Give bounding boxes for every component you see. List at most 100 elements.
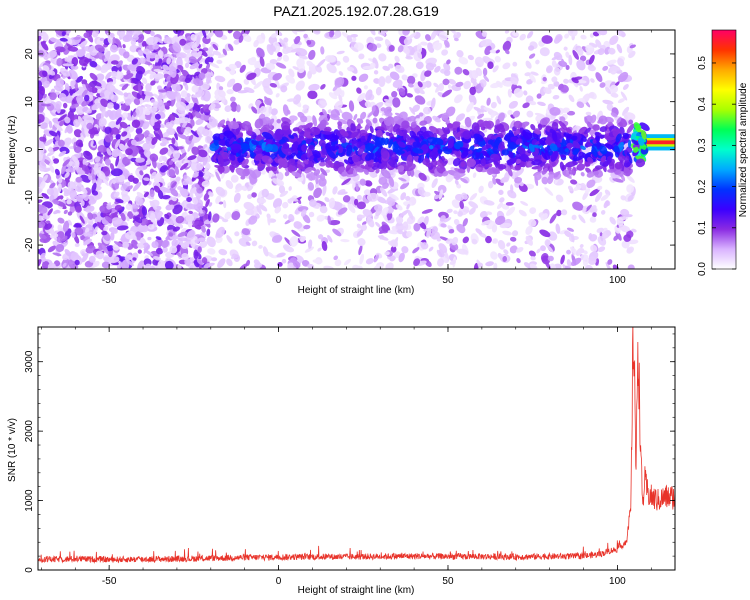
spectrogram-x-tick-label: 0	[276, 275, 282, 286]
spectrogram-blob	[43, 159, 51, 165]
spectrogram-blob	[190, 33, 197, 42]
spectrogram-blob	[114, 182, 119, 190]
spectrogram-blob	[127, 64, 137, 72]
spectrogram-blob	[186, 229, 196, 241]
spectrogram-blob	[141, 77, 148, 85]
spectrogram-blob	[59, 120, 65, 127]
spectrogram-blob	[47, 262, 56, 269]
spectrogram-blob	[166, 127, 176, 135]
spectrogram-blob	[183, 42, 194, 50]
snr-y-tick-label: 1000	[24, 489, 35, 512]
spectrogram-x-tick-label: 100	[609, 275, 626, 286]
spectrogram-blob	[191, 85, 199, 93]
spectrogram-blob	[149, 200, 156, 206]
spectrogram-blob	[76, 106, 85, 115]
spectrogram-blob	[141, 206, 148, 216]
spectrogram-blob	[100, 108, 106, 119]
spectrogram-blob	[52, 252, 62, 257]
spectrogram-blob	[70, 64, 79, 70]
spectrogram-blob	[136, 232, 142, 241]
spectrogram-blob	[169, 204, 175, 210]
spectrogram-blob	[42, 174, 48, 183]
spectrogram-blob	[169, 245, 178, 254]
spectrogram-blob	[125, 185, 133, 191]
spectrogram-blob	[129, 44, 138, 53]
spectrogram-blob	[208, 202, 213, 207]
spectrogram-blob	[147, 52, 158, 59]
spectrogram-blob	[169, 145, 176, 154]
spectrogram-blob	[38, 30, 42, 38]
colorbar-tick-label: 0.5	[697, 56, 708, 70]
spectrogram-blob	[42, 80, 50, 88]
spectrogram-blob	[183, 174, 188, 180]
spectrogram-blob	[158, 89, 167, 93]
spectrogram-blob	[111, 65, 118, 73]
spectrogram-y-tick-label: 0	[24, 146, 35, 152]
spectrogram-blob	[43, 93, 47, 99]
spectrogram-blob	[64, 57, 69, 62]
spectrogram-blob	[97, 145, 108, 153]
spectrogram-blob	[74, 222, 82, 229]
spectrogram-blob	[290, 257, 297, 264]
spectrogram-blob	[126, 30, 133, 37]
spectrogram-blob	[198, 63, 203, 69]
spectrogram-blob	[134, 211, 140, 216]
snr-y-axis-label: SNR (10 * v/v)	[7, 418, 18, 482]
spectrogram-blob	[176, 133, 188, 140]
spectrogram-blob	[134, 216, 143, 224]
spectrogram-blob	[93, 226, 98, 236]
spectrogram-blob	[155, 36, 164, 44]
spectrogram-blob	[153, 130, 162, 141]
spectrogram-blob	[47, 245, 56, 253]
spectrogram-blob	[174, 166, 180, 175]
spectrogram-x-axis-label: Height of straight line (km)	[298, 285, 415, 296]
spectrogram-blob	[179, 38, 187, 46]
spectrogram-blob	[122, 44, 126, 49]
spectrogram-blob	[157, 128, 164, 139]
spectrogram-blob	[56, 57, 63, 67]
spectrogram-blob	[154, 113, 161, 120]
colorbar: 0.00.10.20.30.40.5 Normalized spectral a…	[697, 29, 749, 276]
spectrogram-blob	[55, 78, 65, 88]
spectrogram-blob	[157, 93, 163, 102]
spectrogram-blob	[101, 244, 110, 255]
spectrogram-blob	[592, 124, 600, 131]
spectrogram-blob	[41, 192, 50, 199]
spectrogram-blob	[119, 121, 128, 129]
spectrogram-blob	[94, 180, 102, 190]
spectrogram-blob	[83, 238, 92, 246]
spectrogram-blob	[94, 44, 105, 52]
spectrogram-blob	[85, 83, 93, 93]
spectrogram-blob	[147, 224, 155, 230]
spectrogram-blob	[186, 196, 192, 203]
spectrogram-blob	[110, 168, 123, 177]
spectrogram-blob	[198, 114, 211, 121]
spectrogram-blob	[157, 50, 164, 58]
spectrogram-blob	[55, 46, 66, 53]
spectrogram-blob	[103, 153, 110, 162]
spectrogram-blob	[201, 225, 206, 233]
spectrogram-blob	[171, 112, 179, 119]
spectrogram-blob	[178, 152, 187, 161]
spectrogram-blob	[38, 187, 43, 195]
spectrogram-blob	[98, 117, 107, 127]
spectrogram-blob	[58, 150, 67, 157]
spectrogram-blob	[203, 218, 215, 225]
spectrogram-blob	[149, 189, 155, 198]
spectrogram-blob	[137, 49, 144, 57]
spectrogram-blob	[627, 139, 632, 149]
spectrogram-blob	[137, 249, 142, 254]
spectrogram-blob	[138, 198, 144, 206]
spectrogram-blob	[62, 102, 68, 109]
spectrogram-blob	[62, 63, 74, 67]
spectrogram-blob	[127, 211, 134, 219]
spectrogram-blob	[53, 122, 63, 131]
spectrogram-blob	[38, 104, 44, 113]
spectrogram-blob	[68, 69, 78, 80]
spectrogram-blob	[73, 235, 80, 244]
spectrogram-blob	[184, 62, 190, 69]
spectrogram-blob	[73, 36, 81, 40]
spectrogram-blob	[180, 127, 185, 133]
spectrogram-blob	[150, 265, 156, 269]
